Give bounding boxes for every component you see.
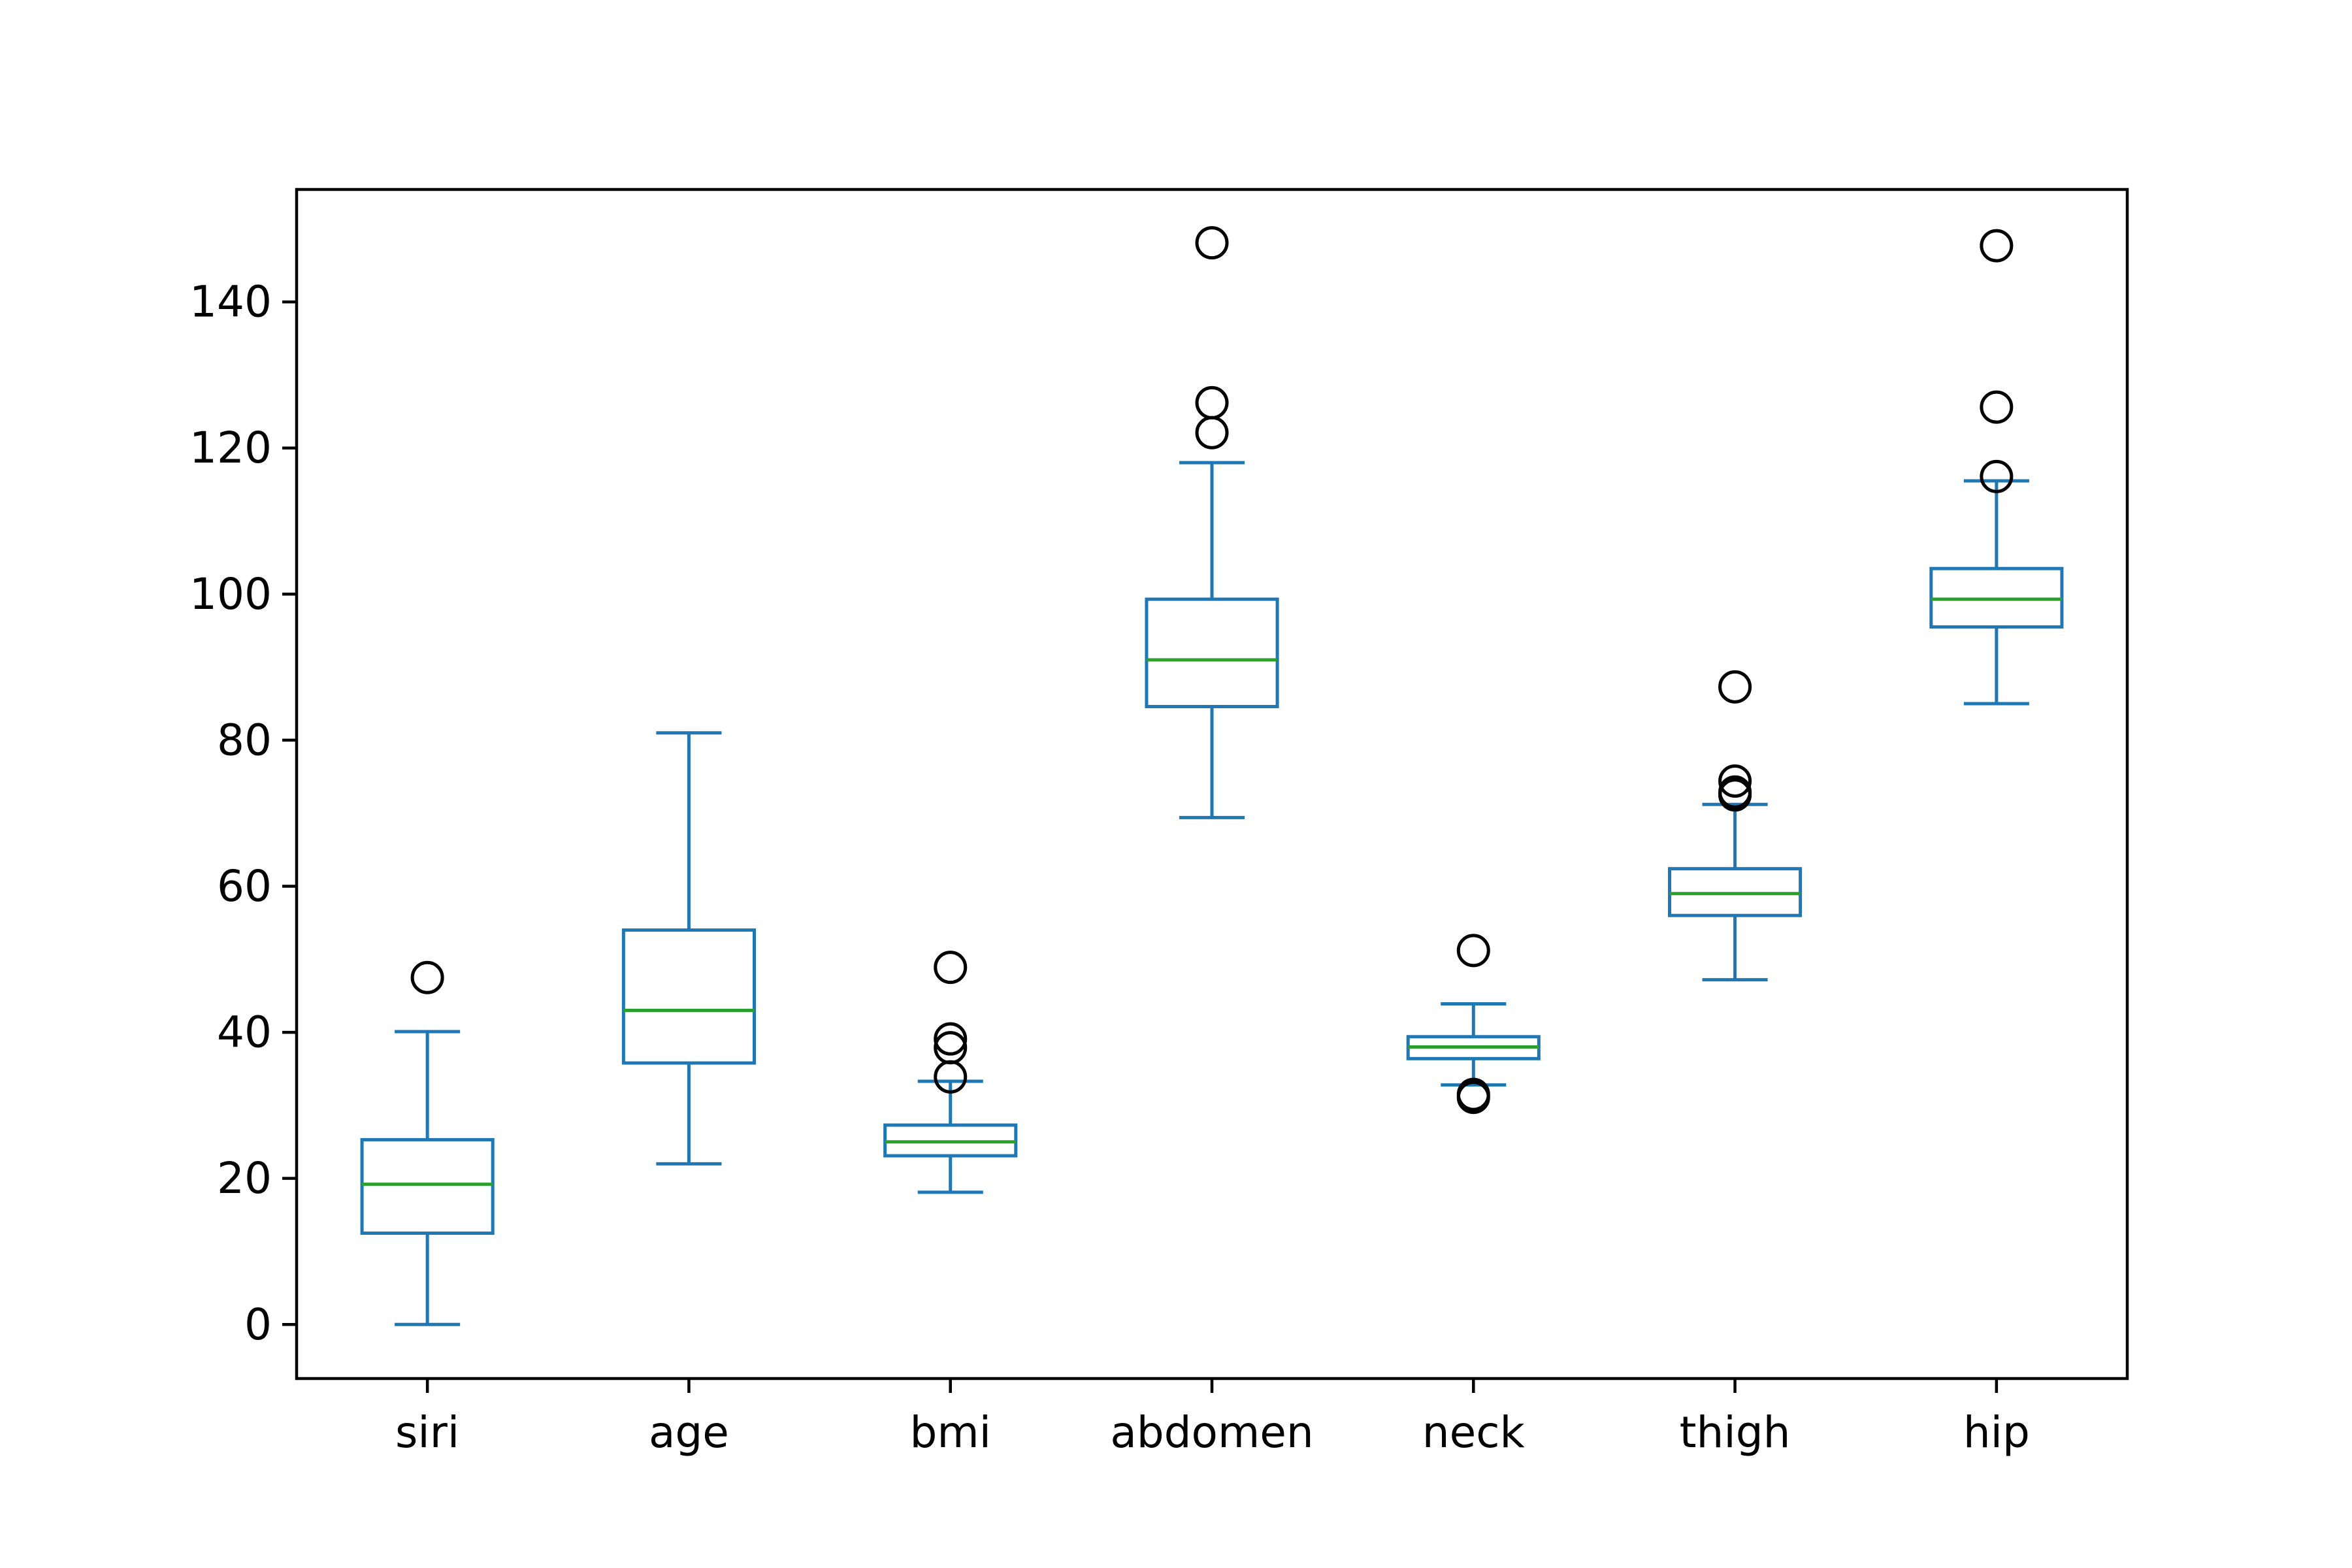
x-tick-label: hip: [1963, 1407, 2030, 1458]
outlier-point: [1718, 670, 1752, 704]
box-bmi: [883, 951, 1018, 1194]
box-abdomen: [1145, 226, 1279, 819]
iqr-box: [1145, 597, 1279, 708]
y-tick-label: 20: [217, 1153, 272, 1203]
y-tick-label: 0: [244, 1299, 272, 1350]
iqr-box: [360, 1137, 495, 1235]
outlier-point: [934, 1031, 968, 1065]
x-tick-label: siri: [395, 1407, 459, 1458]
outlier-point: [1980, 229, 2014, 263]
outlier-point: [934, 951, 968, 985]
y-tick-label: 60: [217, 861, 272, 911]
box-age: [621, 731, 756, 1166]
box-siri: [360, 960, 495, 1326]
iqr-box: [621, 928, 756, 1065]
outlier-point: [1456, 934, 1490, 968]
y-tick-label: 40: [217, 1007, 272, 1058]
x-tick-label: neck: [1422, 1407, 1526, 1458]
plot-marks: [360, 226, 2064, 1326]
outlier-point: [410, 960, 444, 994]
box-neck: [1406, 934, 1541, 1115]
outlier-point: [1718, 775, 1752, 809]
y-tick-label: 120: [189, 423, 272, 473]
box-thigh: [1668, 670, 1803, 982]
outlier-point: [1195, 385, 1229, 419]
outlier-point: [1718, 764, 1752, 798]
outlier-point: [1980, 459, 2014, 493]
y-axis: 0 20 40 60 80 100 120 140: [189, 277, 297, 1350]
x-axis: siri age bmi abdomen neck thigh hip: [395, 1379, 2030, 1458]
outlier-point: [1456, 1077, 1490, 1111]
box-hip: [1929, 229, 2064, 706]
outlier-point: [1195, 226, 1229, 260]
x-tick-label: bmi: [909, 1407, 991, 1458]
y-tick-label: 80: [217, 715, 272, 765]
x-tick-label: thigh: [1680, 1407, 1791, 1458]
y-tick-label: 100: [189, 569, 272, 619]
outlier-point: [934, 1022, 968, 1056]
outlier-point: [1980, 390, 2014, 424]
y-tick-label: 140: [189, 277, 272, 327]
x-tick-label: age: [649, 1407, 729, 1458]
x-tick-label: abdomen: [1110, 1407, 1313, 1458]
plot-frame: [295, 188, 2129, 1380]
